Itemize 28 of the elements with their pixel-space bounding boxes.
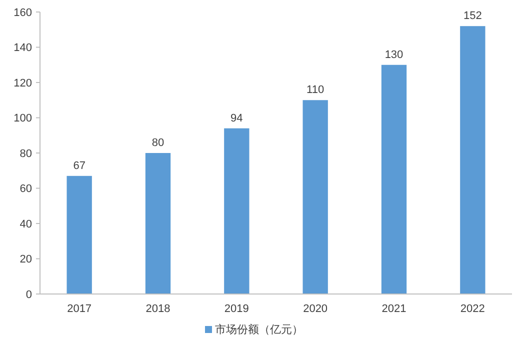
x-tick-label: 2019 (224, 303, 249, 315)
bar (302, 100, 328, 294)
x-tick-label: 2018 (146, 303, 170, 315)
y-tick-label: 20 (20, 254, 32, 266)
y-tick-label: 100 (14, 112, 32, 125)
y-tick-label: 0 (26, 288, 32, 301)
bar (145, 153, 171, 294)
y-tick-label: 160 (14, 6, 32, 19)
bar (381, 64, 407, 294)
x-tick-label: 2022 (460, 303, 485, 315)
bar (224, 128, 250, 294)
legend-label: 市场份额（亿元） (215, 323, 303, 336)
bar (66, 176, 92, 294)
data-label: 152 (463, 10, 482, 22)
data-label: 130 (384, 48, 404, 61)
data-label: 67 (73, 160, 86, 172)
x-tick-label: 2020 (303, 303, 328, 315)
y-tick-label: 120 (14, 77, 32, 90)
data-label: 80 (152, 137, 164, 149)
data-label: 110 (306, 84, 324, 96)
y-tick-label: 140 (14, 42, 32, 54)
y-tick-label: 80 (20, 148, 32, 160)
data-label: 94 (230, 112, 243, 124)
y-tick-label: 60 (20, 183, 32, 196)
y-tick-label: 40 (20, 218, 32, 230)
bar (460, 26, 486, 294)
x-tick-label: 2017 (67, 303, 92, 315)
x-tick-label: 2021 (382, 303, 406, 315)
